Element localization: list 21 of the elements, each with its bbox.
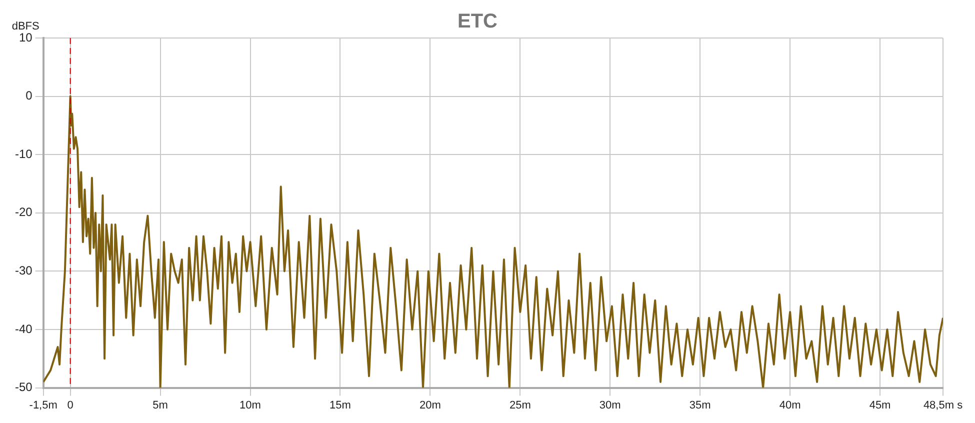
x-tick-label: 10m	[240, 399, 261, 412]
x-tick-label: 0	[67, 399, 74, 412]
x-tick-label: 20m	[419, 399, 441, 412]
y-tick-label: -20	[15, 205, 33, 220]
y-axis-title: dBFS	[12, 20, 40, 33]
x-tick-label: -1,5m	[29, 399, 58, 412]
x-tick-label: 5m	[152, 399, 168, 412]
x-tick-label: 30m	[599, 399, 621, 412]
x-tick-label: 45m	[869, 399, 891, 412]
y-tick-label: 10	[18, 30, 33, 44]
y-tick-label: -30	[15, 264, 33, 278]
x-tick-label: 35m	[689, 399, 711, 412]
x-tick-label: 40m	[779, 399, 801, 412]
y-tick-label: -10	[15, 146, 33, 161]
y-tick-label: -40	[15, 322, 33, 336]
x-tick-label: 48,5m s	[923, 399, 964, 412]
x-tick-label: 15m	[330, 399, 351, 412]
x-tick-label: 25m	[509, 399, 531, 412]
y-tick-label: -50	[15, 380, 33, 394]
y-tick-label: 0	[26, 88, 33, 103]
chart-title: ETC	[458, 10, 498, 33]
